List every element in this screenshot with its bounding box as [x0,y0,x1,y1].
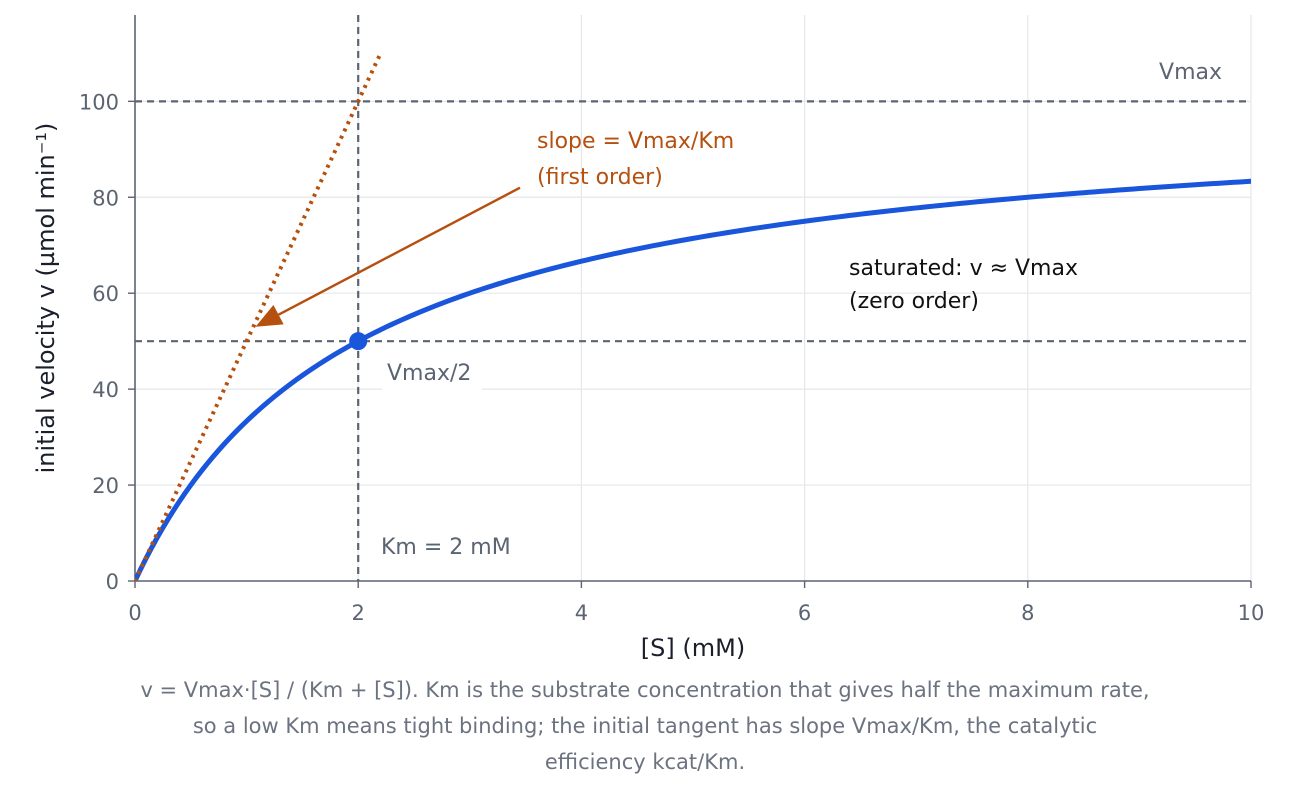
series [135,52,1251,581]
slope-arrow-shaft [277,186,521,316]
vmax-label: Vmax [1159,60,1222,85]
y-tick-label: 40 [92,378,119,402]
y-tick-label: 0 [106,570,119,594]
saturated-label-line-2: (zero order) [849,289,979,314]
x-tick-label: 4 [575,601,588,625]
half-vmax-point [349,332,368,351]
x-tick-label: 2 [352,601,365,625]
y-tick-label: 60 [92,282,119,306]
y-axis-title: initial velocity v (µmol min⁻¹) [32,123,60,474]
km-label: Km = 2 mM [381,535,511,560]
half-vmax-label-bg [382,356,482,390]
y-tick-label: 100 [79,90,119,114]
slope-label-line-2: (first order) [537,165,663,190]
y-tick-label: 20 [92,474,119,498]
michaelis-menten-curve [135,178,1251,581]
gridlines [135,15,1252,581]
half-vmax-label: Vmax/2 [387,361,471,386]
figure-caption: v = Vmax·[S] / (Km + [S]). Km is the sub… [40,672,1250,780]
x-tick-label: 6 [798,601,811,625]
y-tick-label: 80 [92,186,119,210]
x-tick-label: 10 [1238,601,1265,625]
x-tick-label: 0 [128,601,141,625]
x-axis-title: [S] (mM) [641,634,745,662]
km-label-bg [376,530,530,564]
x-tick-label: 8 [1021,601,1034,625]
slope-label-line-1: slope = Vmax/Km [537,129,734,154]
caption-line-2: so a low Km means tight binding; the ini… [192,714,1098,738]
slope-arrow-head [255,304,284,327]
caption-line-1: v = Vmax·[S] / (Km + [S]). Km is the sub… [140,678,1150,702]
saturated-label-line-1: saturated: v ≈ Vmax [849,256,1078,281]
caption-line-3: efficiency kcat/Km. [544,750,746,774]
reference-lines [135,15,1251,581]
initial-tangent-line [135,52,383,581]
markers [255,186,521,351]
